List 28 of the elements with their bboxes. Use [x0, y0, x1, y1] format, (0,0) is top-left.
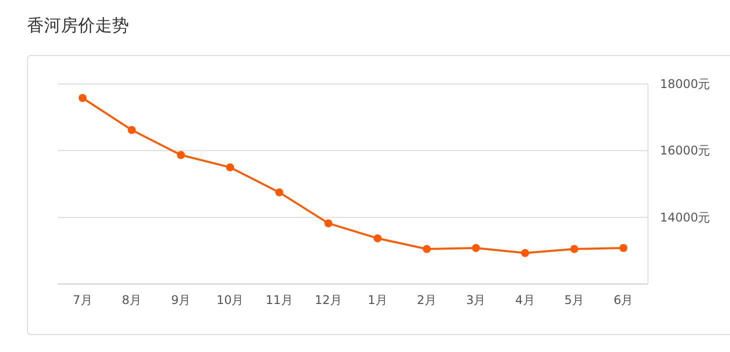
- point: [128, 126, 136, 134]
- point: [422, 245, 431, 253]
- point: [275, 188, 284, 196]
- x-tick-label: 12月: [314, 293, 342, 307]
- point: [324, 219, 332, 228]
- y-tick-label: 18000元: [660, 77, 710, 91]
- chart-title: 香河房价走势: [27, 16, 129, 36]
- x-tick-label: 1月: [368, 293, 388, 307]
- point: [226, 163, 234, 172]
- x-tick-label: 6月: [614, 293, 634, 307]
- x-tick-label: 10月: [216, 293, 244, 307]
- point: [176, 151, 185, 159]
- point: [374, 234, 382, 242]
- point: [521, 249, 530, 257]
- x-tick-label: 3月: [466, 293, 486, 307]
- x-tick-label: 11月: [266, 293, 293, 307]
- x-tick-label: 2月: [416, 293, 437, 307]
- y-tick-label: 14000元: [660, 210, 710, 224]
- x-tick-label: 4月: [515, 293, 535, 307]
- x-tick-label: 7月: [72, 293, 92, 307]
- point: [570, 245, 578, 253]
- x-tick-label: 5月: [564, 293, 584, 307]
- y-tick-label: 16000元: [660, 144, 710, 158]
- point: [472, 244, 480, 252]
- point: [78, 94, 87, 102]
- x-tick-label: 8月: [122, 293, 142, 307]
- point: [619, 244, 628, 252]
- x-tick-label: 9月: [171, 293, 191, 307]
